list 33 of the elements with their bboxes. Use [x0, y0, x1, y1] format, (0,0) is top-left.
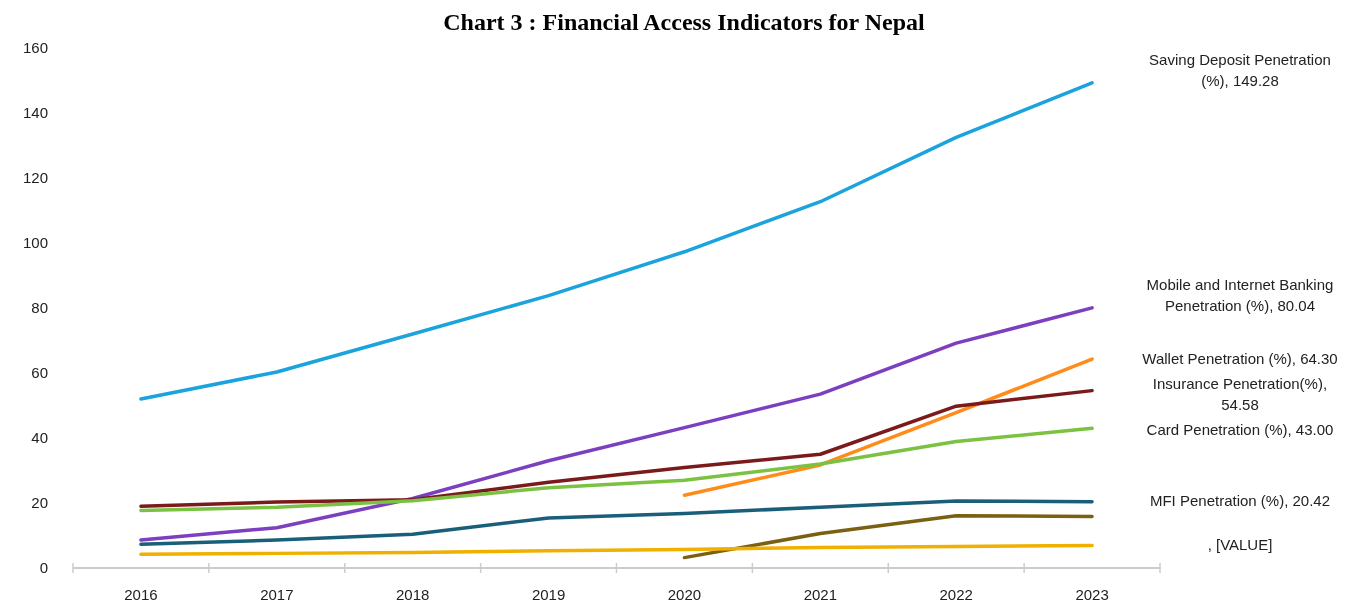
- x-tick-label: 2016: [124, 586, 158, 603]
- text: Saving Deposit Penetration (%), 149.28: [1149, 50, 1331, 89]
- x-tick-label: 2018: [396, 586, 430, 603]
- line-series: [682, 513, 1094, 560]
- line-series: [139, 543, 1094, 557]
- y-tick-label: 20: [31, 494, 48, 512]
- x-tick-label: 2019: [531, 586, 566, 603]
- text: , [VALUE]: [1207, 536, 1273, 554]
- y-tick-label: 160: [22, 39, 48, 57]
- line-series: [139, 81, 1094, 401]
- y-tick-label: 100: [22, 234, 48, 252]
- y-tick-label: 120: [22, 169, 48, 187]
- line-series: [139, 388, 1094, 508]
- text: Mobile and Internet Banking Penetration (%), 80.04: [1146, 275, 1334, 314]
- line-series: [139, 306, 1094, 542]
- x-tick-label: 2020: [667, 586, 702, 603]
- chart-title: Chart 3 : Financial Access Indicators for Nepal: [443, 9, 926, 35]
- x-tick-label: 2022: [939, 586, 973, 603]
- text: Wallet Penetration (%), 64.30: [1142, 349, 1338, 367]
- text: Card Penetration (%), 43.00: [1146, 420, 1334, 438]
- x-tick-label: 2023: [1075, 586, 1109, 603]
- x-tick-label: 2017: [260, 586, 294, 603]
- y-tick-label: 80: [31, 299, 48, 317]
- line-series: [682, 357, 1094, 497]
- y-tick-label: 60: [31, 364, 48, 382]
- line-series: [139, 426, 1094, 513]
- y-tick-label: 40: [31, 429, 48, 447]
- y-tick-label: 0: [39, 559, 48, 577]
- y-tick-label: 140: [22, 104, 48, 122]
- text: Insurance Penetration(%), 54.58: [1152, 374, 1328, 413]
- text: MFI Penetration (%), 20.42: [1149, 492, 1331, 510]
- x-tick-label: 2021: [803, 586, 837, 603]
- line-series: [139, 499, 1094, 547]
